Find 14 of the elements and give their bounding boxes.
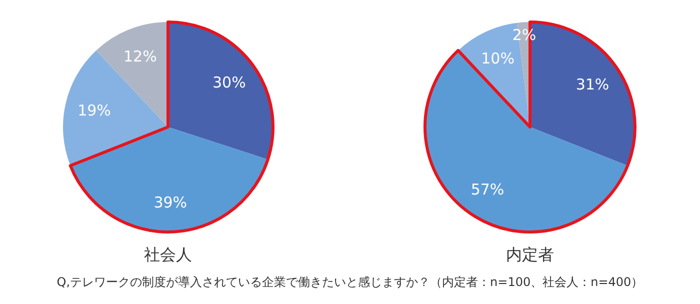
- data-label: 39%: [154, 194, 188, 212]
- pie-slice: [425, 50, 628, 232]
- data-label: 10%: [481, 50, 514, 68]
- data-label: 30%: [212, 74, 246, 92]
- pie-slice: [63, 50, 168, 166]
- text: 社会人: [144, 245, 192, 264]
- data-label: 12%: [124, 48, 157, 66]
- data-label: 57%: [470, 180, 504, 199]
- text: Q,テレワークの制度が導入されている企業で働きたいと感じますか？（内定者：n=100、社会人：n=400）: [56, 275, 644, 289]
- data-label: 19%: [78, 102, 111, 120]
- data-label: 31%: [576, 76, 610, 94]
- pie-slice: [168, 22, 273, 160]
- text: 内定者: [506, 245, 554, 264]
- pie-slice: [70, 127, 268, 232]
